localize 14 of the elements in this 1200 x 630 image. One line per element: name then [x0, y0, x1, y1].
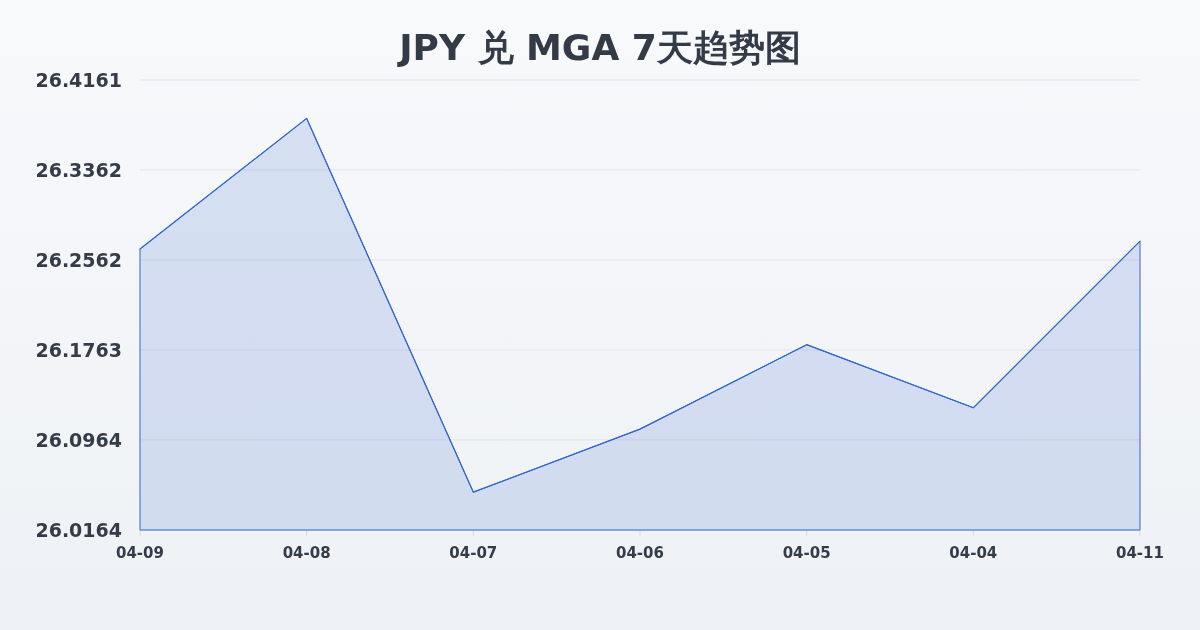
- y-tick-label: 26.1763: [35, 339, 122, 361]
- x-tick-label: 04-07: [449, 544, 498, 562]
- x-tick-label: 04-11: [1116, 544, 1164, 562]
- y-tick-label: 26.0964: [35, 428, 122, 451]
- x-tick-label: 04-05: [782, 544, 831, 562]
- y-tick-label: 26.2562: [35, 249, 122, 271]
- x-tick-label: 04-08: [282, 544, 331, 562]
- x-tick-label: 04-04: [949, 544, 998, 562]
- y-tick-label: 26.3362: [35, 158, 122, 181]
- y-tick-label: 26.4161: [35, 69, 122, 91]
- x-tick-label: 04-06: [616, 544, 664, 562]
- y-tick-label: 26.0164: [35, 519, 122, 541]
- x-tick-label: 04-09: [116, 544, 164, 562]
- title: JPY 兑 MGA 7天趋势图: [399, 27, 801, 68]
